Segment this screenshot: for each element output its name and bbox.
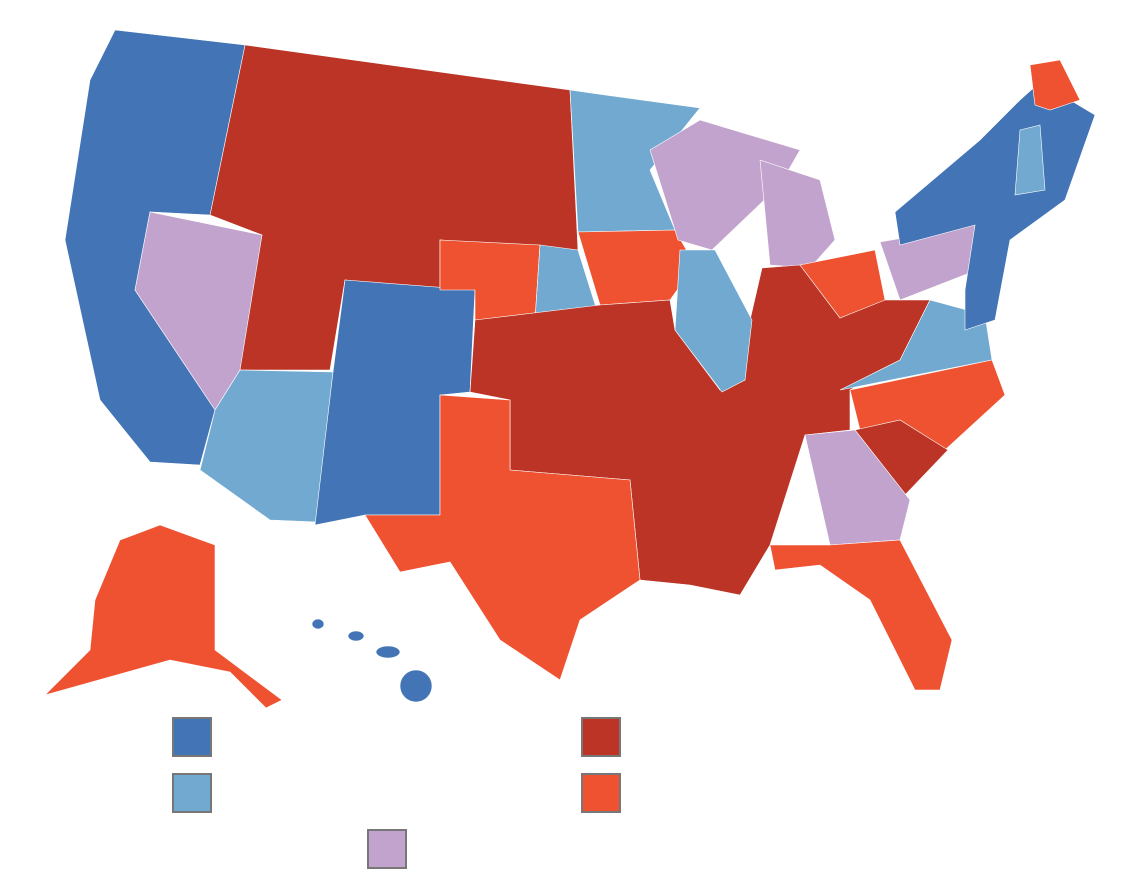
state [799, 249, 886, 319]
state [759, 159, 836, 269]
state [839, 299, 993, 391]
state [43, 524, 283, 709]
legend-swatch [581, 717, 621, 757]
state [347, 630, 365, 642]
state [894, 81, 1096, 331]
legend-swatch [581, 773, 621, 813]
state [1014, 124, 1046, 196]
state [311, 618, 325, 630]
state [804, 429, 911, 546]
legend [172, 717, 621, 869]
state [1029, 59, 1081, 111]
state [674, 249, 753, 393]
legend-swatch [367, 829, 407, 869]
state [364, 394, 641, 681]
states [43, 29, 1096, 709]
state [64, 29, 246, 466]
legend-swatch [172, 717, 212, 757]
state [375, 645, 401, 659]
legend-swatch [172, 773, 212, 813]
state [399, 669, 433, 703]
state [769, 539, 953, 691]
